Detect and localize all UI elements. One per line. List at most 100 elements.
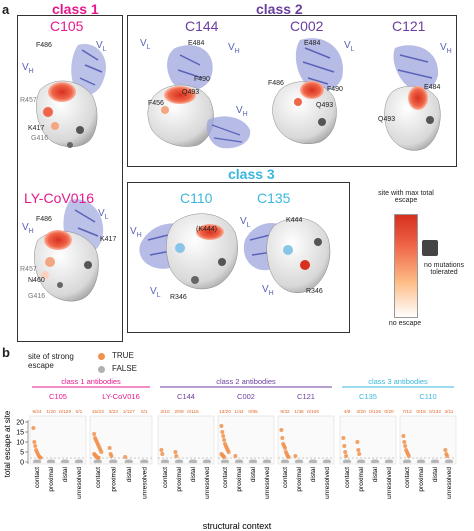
- point-false: [328, 460, 332, 464]
- c002-label: F490: [327, 86, 343, 93]
- c121-label: E484: [424, 84, 441, 91]
- point-false: [98, 460, 102, 464]
- point-false: [362, 460, 366, 464]
- c110-label: R346: [170, 294, 187, 301]
- facet-antibody-name: C002: [237, 392, 255, 401]
- escape-gradient-bar: [394, 214, 418, 318]
- facet-panel: [157, 415, 215, 465]
- fraction-label: 15/23: [92, 409, 104, 415]
- facet-panel: [217, 415, 275, 465]
- legend-false-label: FALSE: [112, 364, 137, 373]
- legend-max-label: site with max total escape: [378, 190, 434, 204]
- no-mutation-swatch: [422, 240, 438, 256]
- point-false: [314, 460, 318, 464]
- point-true: [173, 450, 178, 454]
- point-true: [222, 455, 227, 459]
- point-false: [408, 460, 412, 464]
- x-tick-label: distal: [372, 466, 379, 482]
- point-true: [31, 426, 36, 430]
- legend-false-dot: [98, 366, 105, 373]
- point-false: [66, 460, 70, 464]
- point-false: [166, 460, 170, 464]
- point-true: [283, 446, 287, 450]
- c002-name: C002: [290, 18, 324, 34]
- point-false: [194, 460, 198, 464]
- x-tick-label: distal: [310, 466, 317, 482]
- point-false: [450, 460, 454, 464]
- c144-label: Q493: [182, 89, 200, 96]
- point-true: [402, 440, 407, 444]
- point-true: [356, 448, 361, 452]
- ly-structure: [34, 199, 104, 302]
- escape-chart: total escape at site 0 5 10 15 20 class 1 anti…: [3, 377, 457, 531]
- structure-illustrations: [34, 38, 441, 302]
- point-true: [107, 446, 112, 450]
- point-false: [422, 460, 426, 464]
- fraction-label: 0/129: [59, 409, 71, 415]
- x-tick-label: proximal: [296, 466, 303, 491]
- class3-box: [127, 182, 350, 333]
- x-tick-label: contact: [344, 467, 351, 488]
- point-true: [280, 436, 285, 440]
- fraction-label: 3/23: [109, 409, 119, 415]
- c144-vl: VL: [140, 38, 151, 51]
- x-tick-label: proximal: [358, 466, 365, 491]
- class2-title: class 2: [256, 1, 303, 17]
- x-tick-label: contact: [34, 467, 41, 488]
- point-false: [208, 460, 212, 464]
- facet-antibody-name: C110: [419, 392, 436, 401]
- c105-label: R457: [20, 97, 37, 104]
- point-false: [376, 460, 380, 464]
- group-title: class 3 antibodies: [368, 377, 428, 386]
- c105-name: C105: [50, 18, 84, 34]
- fraction-label: 0/115: [187, 409, 199, 415]
- facet-antibody-name: C105: [49, 392, 67, 401]
- x-tick-label: contact: [162, 467, 169, 488]
- x-axis-label: structural context: [203, 521, 272, 531]
- c121-vh: VH: [440, 42, 452, 55]
- point-false: [80, 460, 84, 464]
- x-tick-label: proximal: [236, 466, 243, 491]
- point-true: [33, 444, 38, 448]
- c002-label: E484: [304, 40, 321, 47]
- c105-label: K417: [28, 125, 45, 132]
- c121-label: Q493: [378, 116, 396, 123]
- x-tick-label: distal: [250, 466, 257, 482]
- legend-true-label: TRUE: [112, 351, 134, 360]
- c144-name: C144: [185, 18, 219, 34]
- x-tick-label: distal: [62, 466, 69, 482]
- point-true: [406, 454, 411, 458]
- ly-vh: VH: [22, 222, 34, 235]
- ly-label: G416: [28, 293, 46, 300]
- ly-label: R457: [20, 266, 37, 273]
- point-true: [32, 440, 37, 444]
- c110-structure: [139, 213, 238, 290]
- point-false: [52, 460, 56, 464]
- c144-structure: [147, 45, 251, 149]
- x-tick-label: contact: [95, 467, 102, 488]
- point-true: [286, 455, 291, 459]
- fraction-label: 0/126: [369, 409, 381, 415]
- fraction-label: 3/20: [356, 409, 366, 415]
- c002-vl: VL: [344, 40, 355, 53]
- x-tick-label: unresolved: [204, 467, 211, 499]
- point-true: [226, 450, 231, 454]
- point-false: [286, 460, 290, 464]
- y-tick-label: 0: [20, 460, 24, 467]
- facet-antibody-name: C121: [297, 392, 315, 401]
- x-tick-label: unresolved: [446, 467, 453, 499]
- x-tick-label: unresolved: [264, 467, 271, 499]
- fraction-label: 2/10: [160, 409, 170, 415]
- panel-a-letter: a: [2, 2, 10, 17]
- facet-antibody-name: LY-CoV016: [102, 392, 140, 401]
- point-true: [220, 430, 225, 434]
- point-true: [219, 424, 224, 428]
- point-true: [38, 455, 43, 460]
- point-false: [38, 460, 42, 464]
- fraction-label: 0/132: [429, 409, 441, 415]
- fraction-label: 0/106: [307, 409, 319, 415]
- legend-true-dot: [98, 353, 105, 360]
- ly-name: LY-CoV016: [24, 190, 95, 206]
- point-true: [443, 448, 448, 452]
- c135-name: C135: [257, 190, 291, 206]
